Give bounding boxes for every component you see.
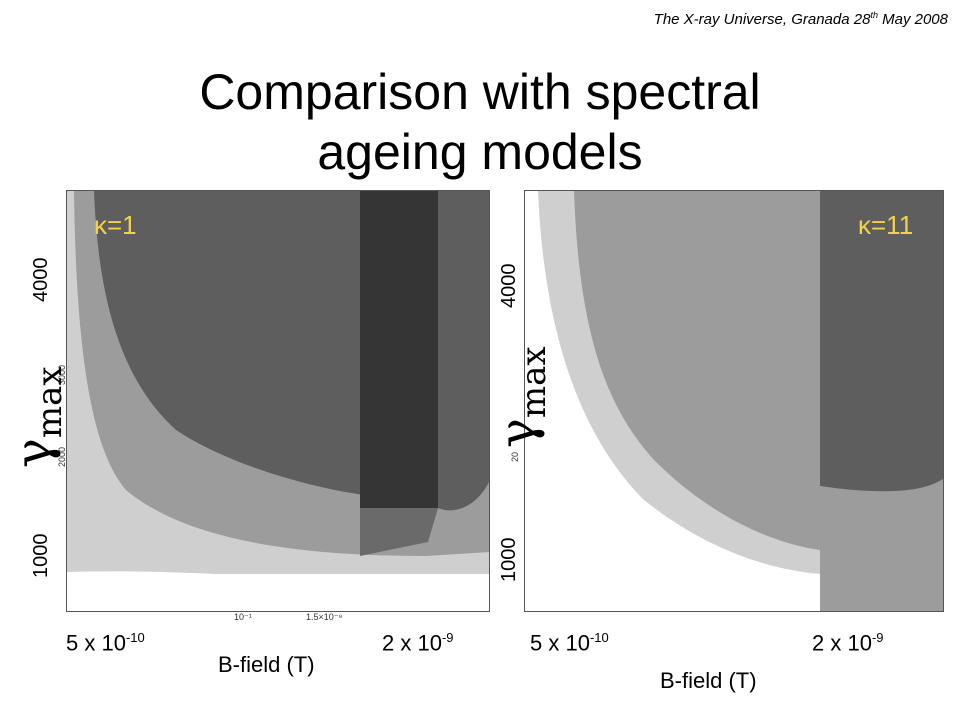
title-line-2: ageing models [317, 124, 643, 180]
right-y-tick-4000: 4000 [498, 263, 520, 309]
page-title: Comparison with spectral ageing models [0, 62, 960, 182]
x-minor-tick-1: 10⁻¹ [234, 612, 252, 622]
left-y-axis-label: γmax [4, 366, 70, 468]
left-x-axis-label: B-field (T) [218, 652, 315, 677]
left-heatmap: κ=1 3000 2000 10⁻¹ 1.5×10⁻⁹ [57, 190, 490, 622]
region-dark [820, 190, 944, 492]
y-minor-tick-20: 20 [510, 451, 521, 463]
kappa-label: κ=11 [858, 210, 914, 240]
left-y-tick-1000: 1000 [30, 533, 52, 579]
right-y-tick-1000: 1000 [498, 537, 520, 583]
kappa-label: κ=1 [94, 210, 137, 240]
x-minor-tick-2: 1.5×10⁻⁹ [306, 612, 343, 622]
plot-frame [524, 190, 944, 612]
left-x-tick-high: 2 x 10-9 [382, 630, 454, 656]
conference-caption: The X-ray Universe, Granada 28th May 200… [653, 10, 948, 28]
left-x-tick-low: 5 x 10-10 [66, 630, 145, 656]
plot-frame [66, 190, 490, 612]
right-x-tick-low: 5 x 10-10 [530, 630, 609, 656]
left-y-tick-4000: 4000 [30, 257, 52, 303]
right-y-axis-label: γmax [488, 346, 554, 448]
title-line-1: Comparison with spectral [199, 64, 761, 120]
region-dark-patch [360, 508, 438, 556]
region-darkest [360, 190, 438, 508]
right-x-axis-label: B-field (T) [660, 668, 757, 693]
right-heatmap: κ=11 20 [510, 190, 944, 612]
right-x-tick-high: 2 x 10-9 [812, 630, 884, 656]
